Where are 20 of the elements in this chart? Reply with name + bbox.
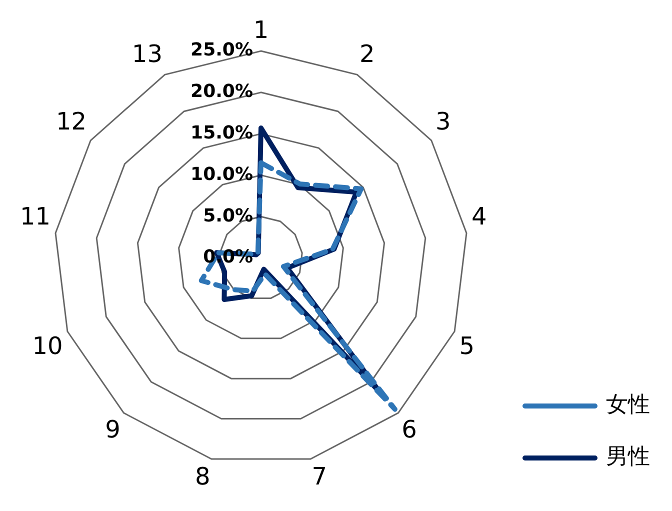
spoke-label: 6 bbox=[402, 415, 417, 444]
spoke-label: 10 bbox=[32, 332, 63, 360]
spoke-label: 12 bbox=[56, 107, 87, 136]
y-tick-label: 20.0% bbox=[190, 81, 253, 102]
spoke-label: 11 bbox=[20, 202, 51, 230]
legend-label: 男性 bbox=[606, 444, 650, 470]
spoke-label: 1 bbox=[253, 16, 269, 44]
spoke-label: 9 bbox=[105, 415, 120, 444]
legend-label: 女性 bbox=[606, 392, 650, 418]
y-tick-label: 25.0% bbox=[190, 40, 253, 61]
spoke-label: 4 bbox=[471, 202, 487, 230]
spoke-label: 7 bbox=[312, 462, 328, 490]
y-tick-label: 15.0% bbox=[190, 122, 253, 144]
spoke-label: 3 bbox=[435, 107, 451, 136]
spoke-label: 5 bbox=[459, 332, 475, 360]
y-tick-label: 5.0% bbox=[203, 205, 253, 226]
spoke-label: 13 bbox=[132, 40, 162, 68]
y-tick-label: 10.0% bbox=[190, 164, 253, 185]
spoke-label: 8 bbox=[194, 462, 210, 490]
spoke-label: 2 bbox=[360, 40, 375, 68]
